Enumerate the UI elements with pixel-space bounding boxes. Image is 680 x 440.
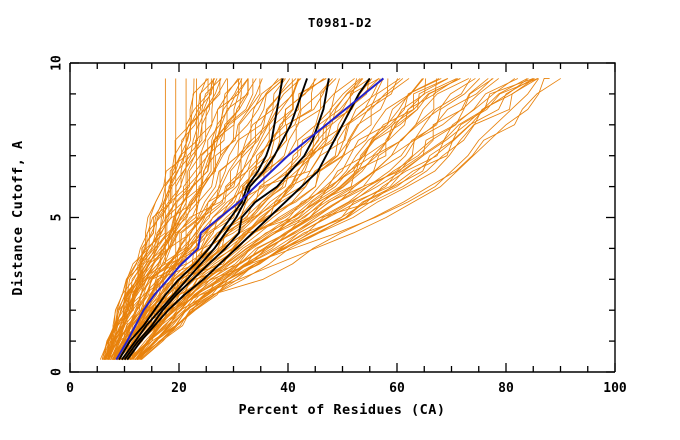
prediction-curve	[125, 78, 404, 360]
prediction-curve	[103, 78, 216, 360]
x-tick-label: 20	[171, 381, 187, 396]
reference-model-curve	[121, 78, 308, 361]
x-tick-label: 60	[389, 381, 405, 396]
prediction-curve	[108, 78, 261, 360]
prediction-curve	[114, 78, 333, 360]
x-tick-label: 0	[66, 381, 74, 396]
prediction-curve	[108, 78, 229, 360]
prediction-curve	[136, 78, 534, 360]
prediction-curve	[141, 78, 534, 360]
prediction-curve	[137, 78, 538, 360]
x-tick-label: 100	[603, 381, 627, 396]
prediction-curve	[140, 78, 539, 360]
reference-model-curve	[126, 77, 371, 361]
vertical-riser-curve	[113, 78, 166, 360]
tick-labels-layer: 0 20 40 60 80 100 0 5 10	[50, 55, 627, 396]
x-tick-label: 40	[280, 381, 296, 396]
prediction-curve	[124, 78, 410, 360]
reference-model-curve	[118, 78, 284, 361]
y-tick-label: 5	[50, 214, 65, 222]
prediction-curve	[123, 78, 355, 360]
prediction-curve	[129, 78, 461, 360]
axes-layer	[69, 62, 616, 373]
page-title: T0981-D2	[308, 15, 372, 30]
vertical-riser-curve	[118, 78, 177, 360]
highlighted-model-curve	[115, 77, 385, 361]
y-tick-label: 10	[50, 55, 65, 71]
prediction-curve	[108, 78, 254, 360]
prediction-curve	[115, 78, 317, 360]
x-tick-label: 80	[498, 381, 514, 396]
prediction-curve	[111, 78, 302, 360]
outlier-curve-high	[102, 78, 550, 360]
prediction-curve	[113, 78, 279, 360]
prediction-curve	[103, 78, 222, 360]
prediction-curve	[110, 78, 285, 360]
prediction-curve	[139, 78, 561, 360]
prediction-curve	[136, 78, 516, 360]
vertical-riser-curve	[129, 78, 197, 360]
y-tick-label: 0	[50, 368, 65, 376]
prediction-curve	[134, 78, 481, 360]
prediction-curve	[113, 78, 297, 360]
prediction-curve	[126, 78, 461, 360]
series-layer	[99, 77, 561, 361]
prediction-curve	[130, 78, 440, 360]
prediction-curve	[129, 78, 457, 360]
reference-model-curve	[123, 78, 330, 361]
outlier-curve-high-2	[107, 78, 540, 360]
prediction-curve	[125, 78, 370, 360]
prediction-curve	[107, 78, 293, 360]
y-axis-title: Distance Cutoff, A	[10, 140, 26, 295]
prediction-curve	[107, 78, 243, 360]
vertical-riser-curve	[124, 78, 187, 360]
prediction-curve	[132, 78, 494, 360]
prediction-curve	[138, 78, 499, 360]
prediction-curve	[120, 78, 371, 360]
prediction-curve	[109, 78, 257, 360]
prediction-curve	[116, 78, 363, 360]
x-axis-title: Percent of Residues (CA)	[238, 402, 445, 418]
